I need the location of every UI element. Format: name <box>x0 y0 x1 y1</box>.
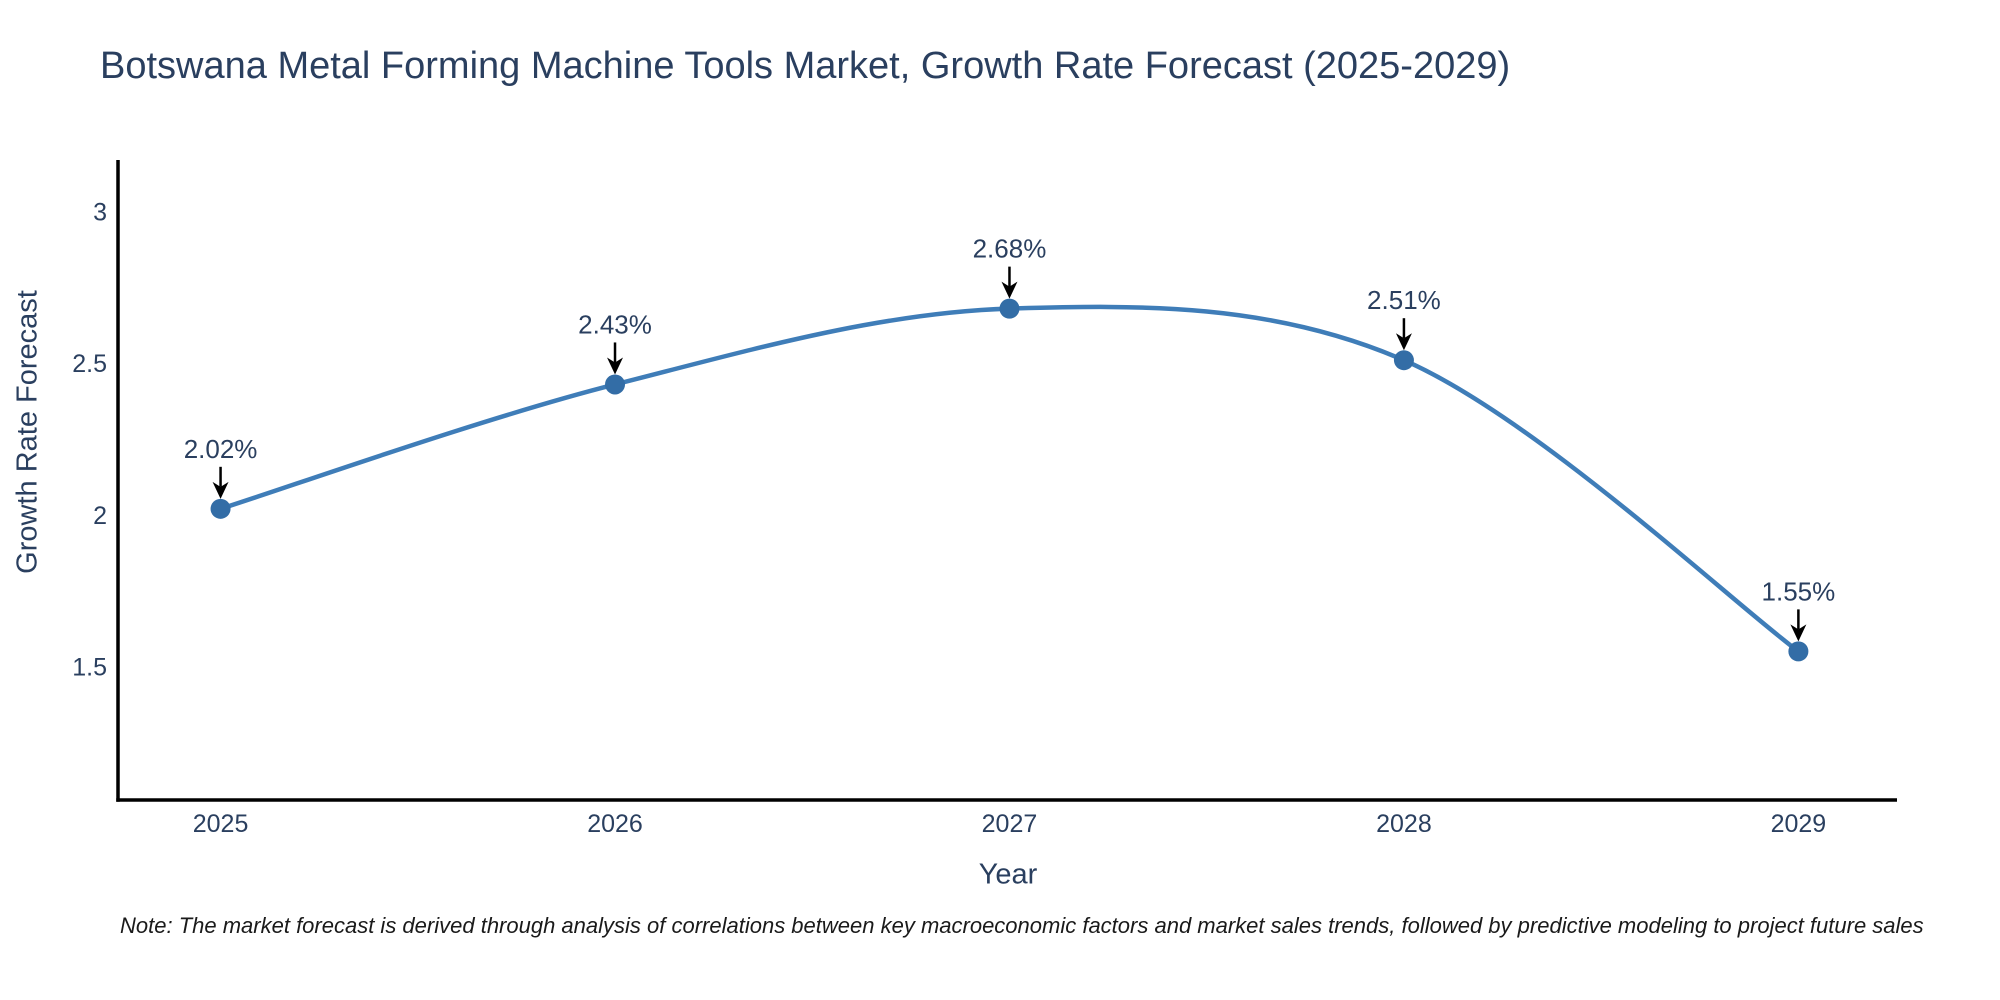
data-point-marker[interactable] <box>605 374 626 395</box>
annotation-arrowhead <box>607 357 624 375</box>
annotation-arrowhead <box>1001 281 1018 299</box>
x-tick-label: 2029 <box>1771 810 1827 838</box>
y-tick-label: 2.5 <box>72 350 107 378</box>
data-point-marker[interactable] <box>210 498 231 519</box>
x-tick-label: 2025 <box>193 810 249 838</box>
x-tick-label: 2026 <box>587 810 643 838</box>
data-point-marker[interactable] <box>999 298 1020 319</box>
y-tick-label: 2 <box>93 502 107 530</box>
annotation-arrowhead <box>1790 624 1807 642</box>
x-tick-label: 2027 <box>982 810 1038 838</box>
data-point-marker[interactable] <box>1788 641 1809 662</box>
annotation-arrowhead <box>1395 333 1412 351</box>
point-annotation-label: 1.55% <box>1762 576 1836 606</box>
data-point-marker[interactable] <box>1393 350 1414 371</box>
x-axis-title: Year <box>978 858 1038 891</box>
point-annotation-label: 2.43% <box>578 309 652 339</box>
annotation-arrowhead <box>212 481 229 499</box>
point-annotation-label: 2.68% <box>973 234 1047 264</box>
trend-line <box>218 304 1801 654</box>
y-tick-label: 3 <box>93 199 107 227</box>
x-tick-label: 2028 <box>1376 810 1432 838</box>
point-annotation-label: 2.02% <box>184 434 258 464</box>
chart-title: Botswana Metal Forming Machine Tools Mar… <box>100 45 1511 87</box>
y-tick-label: 1.5 <box>72 654 107 682</box>
point-annotation-label: 2.51% <box>1367 285 1441 315</box>
footnote: Note: The market forecast is derived thr… <box>120 913 1924 938</box>
